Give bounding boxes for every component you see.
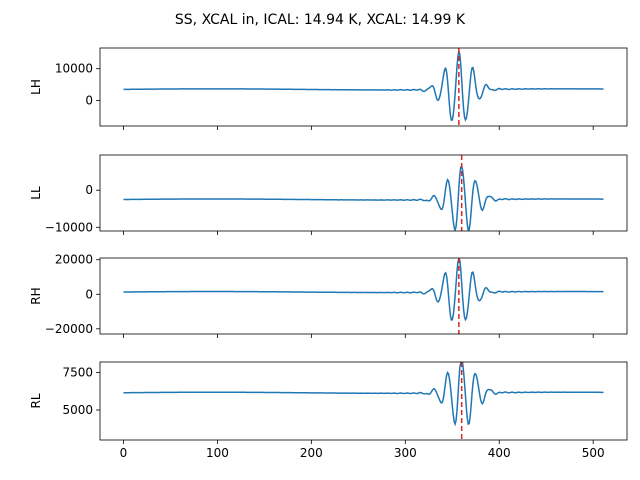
y-axis-label-ll: LL (29, 186, 43, 200)
y-tick-label: 20000 (55, 253, 93, 267)
y-tick-label: 0 (85, 183, 93, 197)
y-axis-label-rh: RH (29, 287, 43, 304)
y-tick-label: −20000 (45, 322, 93, 336)
x-tick-label: 300 (394, 446, 417, 460)
y-axis-label-lh: LH (29, 79, 43, 95)
series-line-rl (123, 362, 604, 427)
axes-frame-lh (99, 47, 628, 127)
subplots: 0 10000 LH 0 −10000 LL 20000 0 −20000 RH 0 100 200 30… (29, 47, 628, 460)
y-tick-label: 0 (85, 287, 93, 301)
series-line-ll (123, 164, 604, 231)
figure-title: SS, XCAL in, ICAL: 14.94 K, XCAL: 14.99 … (175, 12, 466, 28)
y-tick-label: −10000 (45, 220, 93, 234)
x-tick-label: 200 (300, 446, 323, 460)
x-tick-label: 500 (582, 446, 605, 460)
y-tick-label: 7500 (62, 366, 93, 380)
axes-frame-ll (99, 154, 628, 232)
y-tick-label: 10000 (55, 62, 93, 76)
subplot-lh: 0 10000 LH (29, 47, 628, 130)
y-tick-label: 0 (85, 94, 93, 108)
series-line-rh (123, 258, 604, 322)
y-axis-label-rl: RL (29, 393, 43, 408)
axes-frame-rl (99, 361, 628, 441)
axes-frame-rh (99, 257, 628, 335)
x-tick-label: 100 (206, 446, 229, 460)
x-tick-label: 400 (488, 446, 511, 460)
subplot-rh: 20000 0 −20000 RH (29, 253, 628, 338)
series-line-lh (123, 51, 604, 122)
subplot-rl: 0 100 200 300 400 500 7500 5000 RL (29, 361, 628, 460)
y-tick-label: 5000 (62, 403, 93, 417)
subplot-ll: 0 −10000 LL (29, 154, 628, 235)
x-tick-label: 0 (120, 446, 128, 460)
